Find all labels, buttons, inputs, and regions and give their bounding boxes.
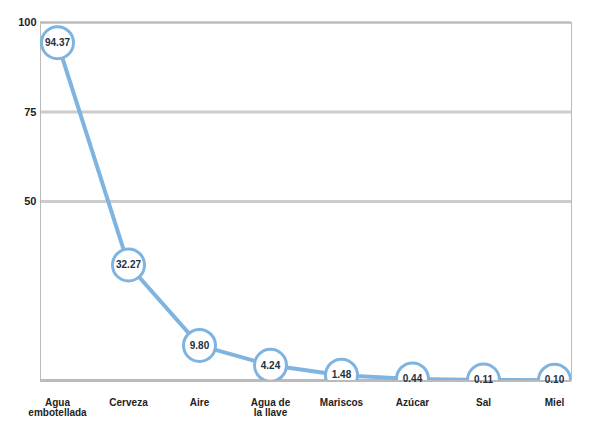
svg-text:50: 50 (24, 195, 36, 207)
svg-text:Sal: Sal (476, 397, 491, 408)
svg-text:0.10: 0.10 (545, 374, 565, 385)
svg-text:Aire: Aire (190, 397, 210, 408)
svg-text:Mariscos: Mariscos (320, 397, 364, 408)
svg-text:Agua dela llave: Agua dela llave (251, 397, 291, 418)
svg-text:0.44: 0.44 (403, 373, 423, 384)
svg-text:Azúcar: Azúcar (396, 397, 429, 408)
svg-text:75: 75 (24, 106, 36, 118)
svg-text:1.48: 1.48 (332, 369, 352, 380)
svg-text:Miel: Miel (545, 397, 565, 408)
svg-text:Cerveza: Cerveza (109, 397, 148, 408)
svg-text:0.11: 0.11 (474, 374, 493, 385)
svg-text:Aguaembotellada: Aguaembotellada (28, 397, 87, 418)
svg-text:100: 100 (18, 16, 36, 28)
svg-text:9.80: 9.80 (190, 340, 210, 351)
svg-text:32.27: 32.27 (116, 259, 141, 270)
svg-text:4.24: 4.24 (261, 360, 281, 371)
svg-text:94.37: 94.37 (45, 37, 70, 48)
